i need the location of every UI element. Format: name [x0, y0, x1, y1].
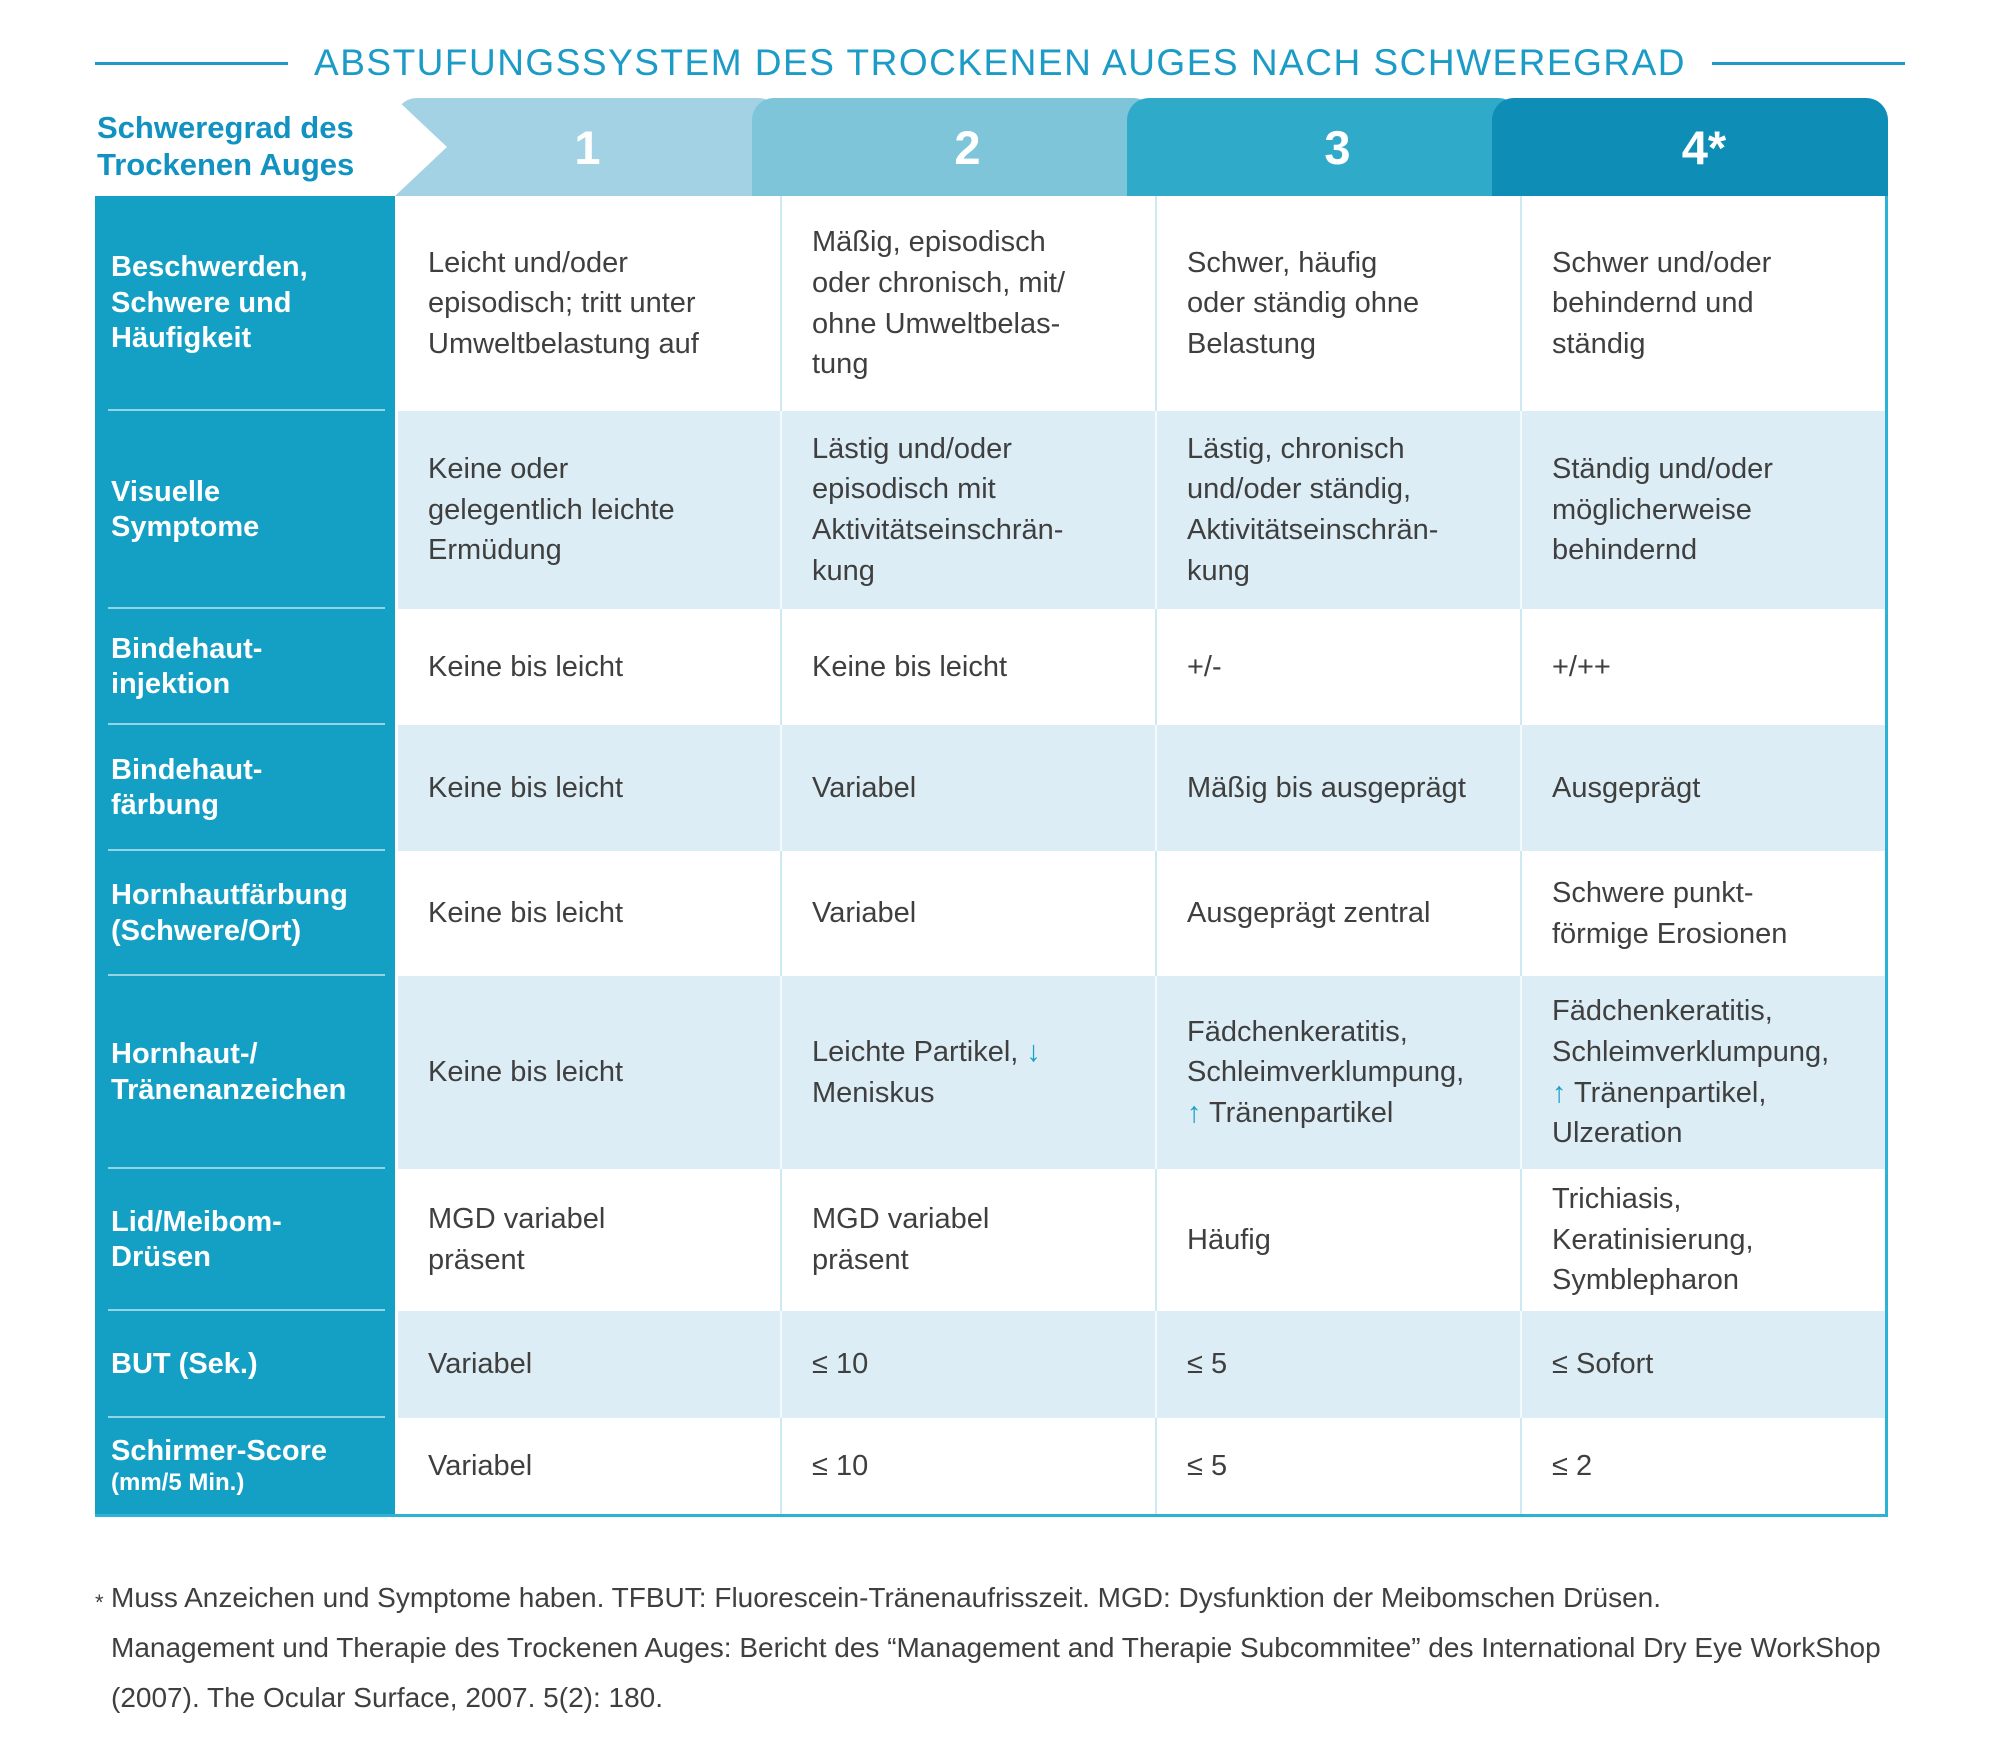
footnote-reference: Management und Therapie des Trockenen Au…	[111, 1632, 1881, 1713]
title-rule-left	[95, 61, 289, 65]
table-cell: Lästig, chronisch und/oder ständig, Akti…	[1155, 411, 1520, 609]
table-cell: Keine bis leicht	[395, 725, 780, 851]
grade-column-header-3: 3	[1127, 98, 1520, 196]
table-row-visuelle-symptome: Visuelle Symptome Keine oder gelegentlic…	[95, 411, 1885, 609]
table-header-row: Schweregrad des Trockenen Auges 1 2 3 4*	[95, 98, 1888, 196]
table-cell: Leichte Partikel, ↓ Meniskus	[780, 976, 1155, 1169]
table-row-hornhaut-traenenanzeichen: Hornhaut-/ Tränenanzeichen Keine bis lei…	[95, 976, 1885, 1169]
table-body: Beschwerden, Schwere und Häufigkeit Leic…	[95, 196, 1888, 1514]
table-cell: Mäßig bis ausgeprägt	[1155, 725, 1520, 851]
table-cell: Häufig	[1155, 1169, 1520, 1311]
table-cell: ≤ 10	[780, 1418, 1155, 1514]
grade-column-header-1: 1	[395, 98, 780, 196]
table-row-hornhautfaerbung: Hornhautfärbung (Schwere/Ort) Keine bis …	[95, 851, 1885, 976]
table-cell: Lästig und/oder episodisch mit Aktivität…	[780, 411, 1155, 609]
page-title: ABSTUFUNGSSYSTEM DES TROCKENEN AUGES NAC…	[314, 42, 1686, 83]
severity-table: Schweregrad des Trockenen Auges 1 2 3 4*…	[95, 98, 1888, 1517]
table-cell: +/++	[1520, 609, 1885, 725]
table-cell: Fädchenkeratitis, Schleimverklumpung, ↑ …	[1155, 976, 1520, 1169]
header-label-line2: Trockenen Auges	[97, 147, 355, 182]
table-cell: Keine bis leicht	[395, 851, 780, 976]
table-cell: Keine bis leicht	[780, 609, 1155, 725]
row-label-hornhaut-traenenanzeichen: Hornhaut-/ Tränenanzeichen	[95, 976, 395, 1169]
table-cell: Variabel	[395, 1418, 780, 1514]
table-cell: ≤ 10	[780, 1311, 1155, 1418]
footnote: * Muss Anzeichen und Symptome haben. TFB…	[95, 1573, 1905, 1723]
table-row-but: BUT (Sek.) Variabel ≤ 10 ≤ 5 ≤ Sofort	[95, 1311, 1885, 1418]
table-cell: Mäßig, episodisch oder chronisch, mit/ o…	[780, 196, 1155, 411]
table-cell: Keine oder gelegentlich leichte Ermüdung	[395, 411, 780, 609]
row-label-lid-meibom-druesen: Lid/Meibom- Drüsen	[95, 1169, 395, 1311]
row-label-beschwerden: Beschwerden, Schwere und Häufigkeit	[95, 196, 395, 411]
table-bottom-rule	[95, 1514, 1888, 1517]
table-cell: MGD variabel präsent	[395, 1169, 780, 1311]
table-row-bindehaut-faerbung: Bindehaut- färbung Keine bis leicht Vari…	[95, 725, 1885, 851]
table-row-schirmer-score: Schirmer-Score (mm/5 Min.) Variabel ≤ 10 …	[95, 1418, 1885, 1514]
row-label-visuelle-symptome: Visuelle Symptome	[95, 411, 395, 609]
header-arrow-icon	[395, 98, 447, 196]
row-label-bindehaut-faerbung: Bindehaut- färbung	[95, 725, 395, 851]
up-arrow-icon: ↑	[1552, 1076, 1567, 1109]
table-cell: Variabel	[395, 1311, 780, 1418]
table-cell: Schwer, häufig oder ständig ohne Belastu…	[1155, 196, 1520, 411]
down-arrow-icon: ↓	[1026, 1035, 1041, 1068]
table-cell: ≤ 2	[1520, 1418, 1885, 1514]
header-label: Schweregrad des Trockenen Auges	[95, 98, 395, 196]
row-label-bindehaut-injektion: Bindehaut- injektion	[95, 609, 395, 725]
table-cell: Variabel	[780, 851, 1155, 976]
grade-3-number: 3	[1324, 120, 1351, 174]
header-label-line1: Schweregrad des	[97, 110, 354, 146]
table-cell: Ständig und/oder möglicherweise behinder…	[1520, 411, 1885, 609]
table-cell: Keine bis leicht	[395, 976, 780, 1169]
grade-column-header-4: 4*	[1492, 98, 1888, 196]
grade-2-number: 2	[954, 120, 981, 174]
table-row-lid-meibom-druesen: Lid/Meibom- Drüsen MGD variabel präsent …	[95, 1169, 1885, 1311]
title-rule-right	[1711, 61, 1906, 65]
footnote-abbreviations: Muss Anzeichen und Symptome haben. TFBUT…	[111, 1582, 1661, 1613]
row-label-but: BUT (Sek.)	[95, 1311, 395, 1418]
table-cell: Trichiasis, Keratinisierung, Symblepharo…	[1520, 1169, 1885, 1311]
table-cell: Ausgeprägt zentral	[1155, 851, 1520, 976]
row-label-hornhautfaerbung: Hornhautfärbung (Schwere/Ort)	[95, 851, 395, 976]
table-cell: Leicht und/oder episodisch; tritt unter …	[395, 196, 780, 411]
grade-1-number: 1	[574, 120, 601, 174]
table-cell: Variabel	[780, 725, 1155, 851]
table-cell: +/-	[1155, 609, 1520, 725]
table-cell: ≤ 5	[1155, 1311, 1520, 1418]
table-cell: Fädchenkeratitis, Schleimverklumpung, ↑ …	[1520, 976, 1885, 1169]
grade-column-header-2: 2	[752, 98, 1155, 196]
table-row-beschwerden: Beschwerden, Schwere und Häufigkeit Leic…	[95, 196, 1885, 411]
table-cell: Ausgeprägt	[1520, 725, 1885, 851]
table-cell: ≤ Sofort	[1520, 1311, 1885, 1418]
row-label-schirmer-score: Schirmer-Score (mm/5 Min.)	[95, 1418, 395, 1514]
title-row: ABSTUFUNGSSYSTEM DES TROCKENEN AUGES NAC…	[95, 34, 1906, 92]
table-cell: Keine bis leicht	[395, 609, 780, 725]
table-cell: Schwer und/oder behindernd und ständig	[1520, 196, 1885, 411]
table-cell: ≤ 5	[1155, 1418, 1520, 1514]
footnote-asterisk: *	[95, 1590, 104, 1615]
table-row-bindehaut-injektion: Bindehaut- injektion Keine bis leicht Ke…	[95, 609, 1885, 725]
up-arrow-icon: ↑	[1187, 1096, 1202, 1129]
table-cell: Schwere punkt- förmige Erosionen	[1520, 851, 1885, 976]
table-cell: MGD variabel präsent	[780, 1169, 1155, 1311]
grade-4-number: 4*	[1681, 120, 1727, 174]
